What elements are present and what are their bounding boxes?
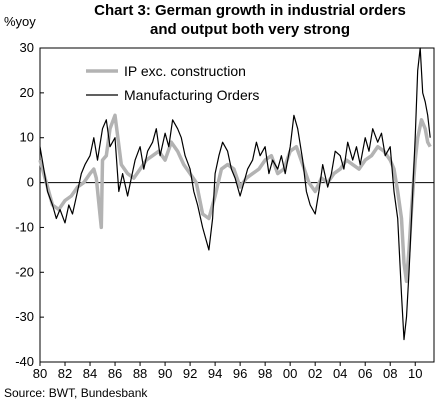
x-tick-label: 08: [383, 366, 397, 381]
series-line-ip-exc-construction: [38, 113, 432, 284]
x-tick-label: 86: [108, 366, 122, 381]
chart-title-line-2: and output both very strong: [150, 21, 350, 38]
x-tick-label: 00: [283, 366, 297, 381]
x-tick-label: 02: [308, 366, 322, 381]
plot-frame: [39, 47, 435, 363]
chart-title: Chart 3: German growth in industrial ord…: [60, 1, 440, 39]
legend-label: IP exc. construction: [124, 63, 246, 79]
source-note: Source: BWT, Bundesbank: [4, 386, 148, 400]
x-tick-label: 10: [408, 366, 422, 381]
y-tick-label: -40: [15, 354, 34, 369]
y-tick-label: 0: [27, 175, 34, 190]
y-tick-label: -30: [15, 309, 34, 324]
x-tick-label: 90: [158, 366, 172, 381]
y-tick-label: -20: [15, 264, 34, 279]
y-tick-label: 20: [20, 85, 34, 100]
x-tick-label: 98: [258, 366, 272, 381]
y-axis-unit-label: %yoy: [4, 14, 36, 29]
legend-label: Manufacturing Orders: [124, 87, 259, 103]
x-tick-label: 82: [58, 366, 72, 381]
x-tick-label: 92: [183, 366, 197, 381]
y-tick-label: -10: [15, 219, 34, 234]
x-tick-label: 84: [83, 366, 97, 381]
x-tick-label: 88: [133, 366, 147, 381]
y-tick-label: 10: [20, 130, 34, 145]
x-tick-label: 94: [208, 366, 222, 381]
x-tick-label: 80: [33, 366, 47, 381]
x-tick-label: 04: [333, 366, 347, 381]
chart-title-line-1: Chart 3: German growth in industrial ord…: [94, 2, 406, 19]
y-tick-label: 30: [20, 40, 34, 55]
series-line-manufacturing-orders: [39, 47, 431, 341]
x-tick-label: 06: [358, 366, 372, 381]
x-tick-label: 96: [233, 366, 247, 381]
